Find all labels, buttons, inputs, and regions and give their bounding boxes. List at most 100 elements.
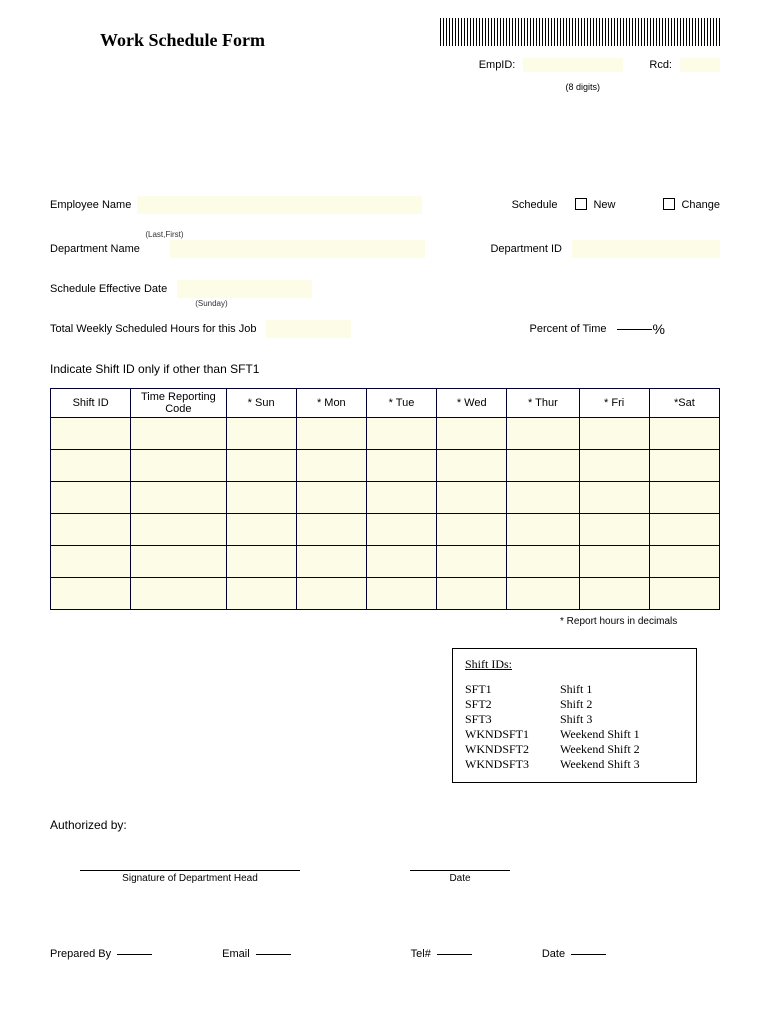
email-field[interactable] (256, 954, 291, 955)
employee-name-hint: (Last,First) (145, 230, 422, 239)
table-cell[interactable] (51, 418, 131, 450)
department-id-field[interactable] (572, 240, 720, 258)
table-cell[interactable] (131, 578, 226, 610)
table-cell[interactable] (131, 546, 226, 578)
table-cell[interactable] (226, 546, 296, 578)
tel-field[interactable] (437, 954, 472, 955)
table-cell[interactable] (507, 482, 579, 514)
table-cell[interactable] (296, 450, 366, 482)
department-name-field[interactable] (170, 240, 425, 258)
prepared-by-field[interactable] (117, 954, 152, 955)
table-cell[interactable] (579, 546, 649, 578)
barcode (440, 18, 720, 46)
table-cell[interactable] (296, 578, 366, 610)
table-cell[interactable] (51, 546, 131, 578)
employee-name-row: Employee Name (Last,First) Schedule New … (50, 196, 720, 239)
table-cell[interactable] (649, 514, 719, 546)
table-header: *Sat (649, 389, 719, 418)
table-cell[interactable] (649, 450, 719, 482)
table-cell[interactable] (226, 578, 296, 610)
table-cell[interactable] (366, 514, 436, 546)
table-cell[interactable] (579, 514, 649, 546)
table-cell[interactable] (226, 418, 296, 450)
table-cell[interactable] (366, 482, 436, 514)
shift-ids-heading: Shift IDs: (465, 657, 684, 672)
table-cell[interactable] (579, 450, 649, 482)
shift-id-row: WKNDSFT3Weekend Shift 3 (465, 757, 684, 772)
empid-field[interactable] (523, 58, 623, 72)
total-hours-field[interactable] (266, 320, 351, 338)
table-header: Shift ID (51, 389, 131, 418)
table-cell[interactable] (366, 578, 436, 610)
table-cell[interactable] (296, 546, 366, 578)
shift-id-row: WKNDSFT2Weekend Shift 2 (465, 742, 684, 757)
table-cell[interactable] (437, 418, 507, 450)
table-cell[interactable] (296, 514, 366, 546)
section-heading: Indicate Shift ID only if other than SFT… (50, 362, 259, 376)
table-cell[interactable] (296, 482, 366, 514)
schedule-label: Schedule (512, 199, 558, 211)
shift-id-row: SFT2Shift 2 (465, 697, 684, 712)
hours-row: Total Weekly Scheduled Hours for this Jo… (50, 320, 720, 338)
employee-name-field[interactable] (137, 196, 422, 214)
table-cell[interactable] (437, 450, 507, 482)
digits-note: (8 digits) (565, 82, 600, 92)
table-cell[interactable] (366, 418, 436, 450)
shift-code: SFT3 (465, 712, 560, 727)
table-cell[interactable] (131, 418, 226, 450)
signature-date[interactable]: Date (410, 870, 510, 884)
table-cell[interactable] (366, 450, 436, 482)
table-cell[interactable] (296, 418, 366, 450)
table-cell[interactable] (51, 482, 131, 514)
table-cell[interactable] (649, 546, 719, 578)
table-cell[interactable] (51, 450, 131, 482)
table-cell[interactable] (226, 482, 296, 514)
table-cell[interactable] (507, 578, 579, 610)
table-cell[interactable] (51, 578, 131, 610)
table-cell[interactable] (649, 578, 719, 610)
change-checkbox[interactable] (663, 198, 675, 210)
table-cell[interactable] (226, 514, 296, 546)
schedule-effective-field[interactable] (177, 280, 312, 298)
table-cell[interactable] (579, 482, 649, 514)
schedule-table: Shift IDTime Reporting Code* Sun* Mon* T… (50, 388, 720, 610)
table-cell[interactable] (131, 450, 226, 482)
table-cell[interactable] (437, 578, 507, 610)
shift-desc: Shift 3 (560, 712, 592, 727)
shift-id-row: SFT3Shift 3 (465, 712, 684, 727)
table-cell[interactable] (366, 546, 436, 578)
shift-desc: Weekend Shift 2 (560, 742, 640, 757)
table-cell[interactable] (507, 418, 579, 450)
authorized-label: Authorized by: (50, 818, 127, 832)
table-cell[interactable] (579, 418, 649, 450)
table-header: * Thur (507, 389, 579, 418)
schedule-effective-label: Schedule Effective Date (50, 283, 167, 295)
department-name-label: Department Name (50, 243, 140, 255)
table-cell[interactable] (51, 514, 131, 546)
table-cell[interactable] (649, 482, 719, 514)
date-field[interactable] (571, 954, 606, 955)
new-checkbox[interactable] (575, 198, 587, 210)
rcd-field[interactable] (680, 58, 720, 72)
table-cell[interactable] (579, 578, 649, 610)
table-header: * Tue (366, 389, 436, 418)
rcd-label: Rcd: (649, 59, 672, 71)
shift-id-row: WKNDSFT1Weekend Shift 1 (465, 727, 684, 742)
table-cell[interactable] (507, 450, 579, 482)
table-cell[interactable] (437, 546, 507, 578)
table-cell[interactable] (649, 418, 719, 450)
form-title: Work Schedule Form (100, 30, 265, 51)
table-cell[interactable] (437, 514, 507, 546)
table-cell[interactable] (131, 514, 226, 546)
empid-label: EmpID: (479, 59, 516, 71)
table-cell[interactable] (226, 450, 296, 482)
shift-id-row: SFT1Shift 1 (465, 682, 684, 697)
table-cell[interactable] (507, 514, 579, 546)
effective-date-row: Schedule Effective Date (Sunday) (50, 280, 312, 308)
shift-desc: Weekend Shift 3 (560, 757, 640, 772)
table-cell[interactable] (437, 482, 507, 514)
signature-dept-head[interactable]: Signature of Department Head (80, 870, 300, 884)
table-cell[interactable] (131, 482, 226, 514)
table-cell[interactable] (507, 546, 579, 578)
percent-field[interactable] (617, 329, 652, 330)
